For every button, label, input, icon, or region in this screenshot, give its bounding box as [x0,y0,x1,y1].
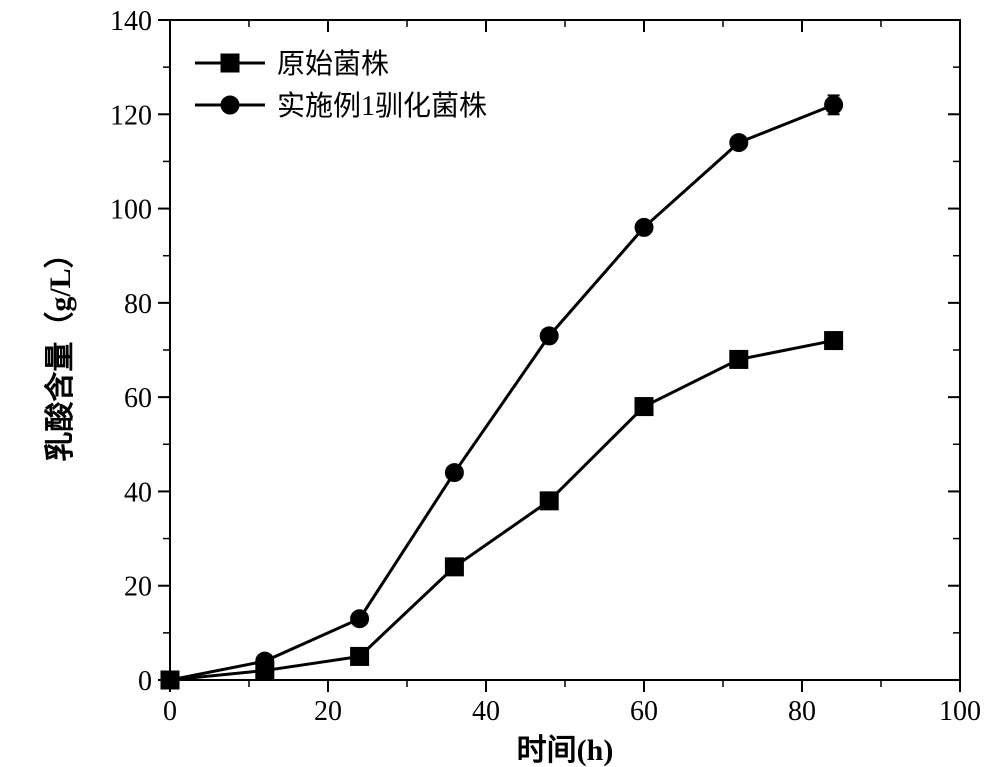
x-tick-label: 40 [472,696,500,727]
y-tick-label: 100 [110,195,152,226]
y-tick-label: 140 [110,6,152,37]
data-point [540,492,558,510]
y-axis-title: 乳酸含量（g/L） [43,238,77,461]
data-point [635,398,653,416]
x-axis-title: 时间(h) [517,734,614,767]
data-point [256,652,274,670]
y-tick-label: 20 [124,572,152,603]
legend-label: 实施例1驯化菌株 [277,90,487,122]
line-chart: 0 20 40 60 80 100 0 20 40 60 80 100 120 140 时间(h) 乳酸含量（… [0,0,1000,767]
x-tick-label: 60 [630,696,658,727]
data-point [730,134,748,152]
data-point [351,610,369,628]
series-line-1 [170,105,834,680]
y-tick-label: 60 [124,383,152,414]
data-point [730,350,748,368]
y-tick-label: 80 [124,289,152,320]
data-point [825,332,843,350]
x-tick-label: 0 [163,696,177,727]
legend-marker [221,54,239,72]
y-tick-label: 40 [124,477,152,508]
x-tick-label: 20 [314,696,342,727]
legend-label: 原始菌株 [277,48,389,80]
legend-marker [221,96,239,114]
chart-container: 0 20 40 60 80 100 0 20 40 60 80 100 120 140 时间(h) 乳酸含量（… [0,0,1000,767]
data-point [635,218,653,236]
data-point [445,558,463,576]
y-tick-label: 0 [138,666,152,697]
x-tick-label: 100 [939,696,981,727]
data-point [161,671,179,689]
data-point [445,464,463,482]
data-point [351,647,369,665]
data-point [825,96,843,114]
data-point [540,327,558,345]
series-line-0 [170,341,834,680]
x-tick-label: 80 [788,696,816,727]
y-tick-label: 120 [110,100,152,131]
